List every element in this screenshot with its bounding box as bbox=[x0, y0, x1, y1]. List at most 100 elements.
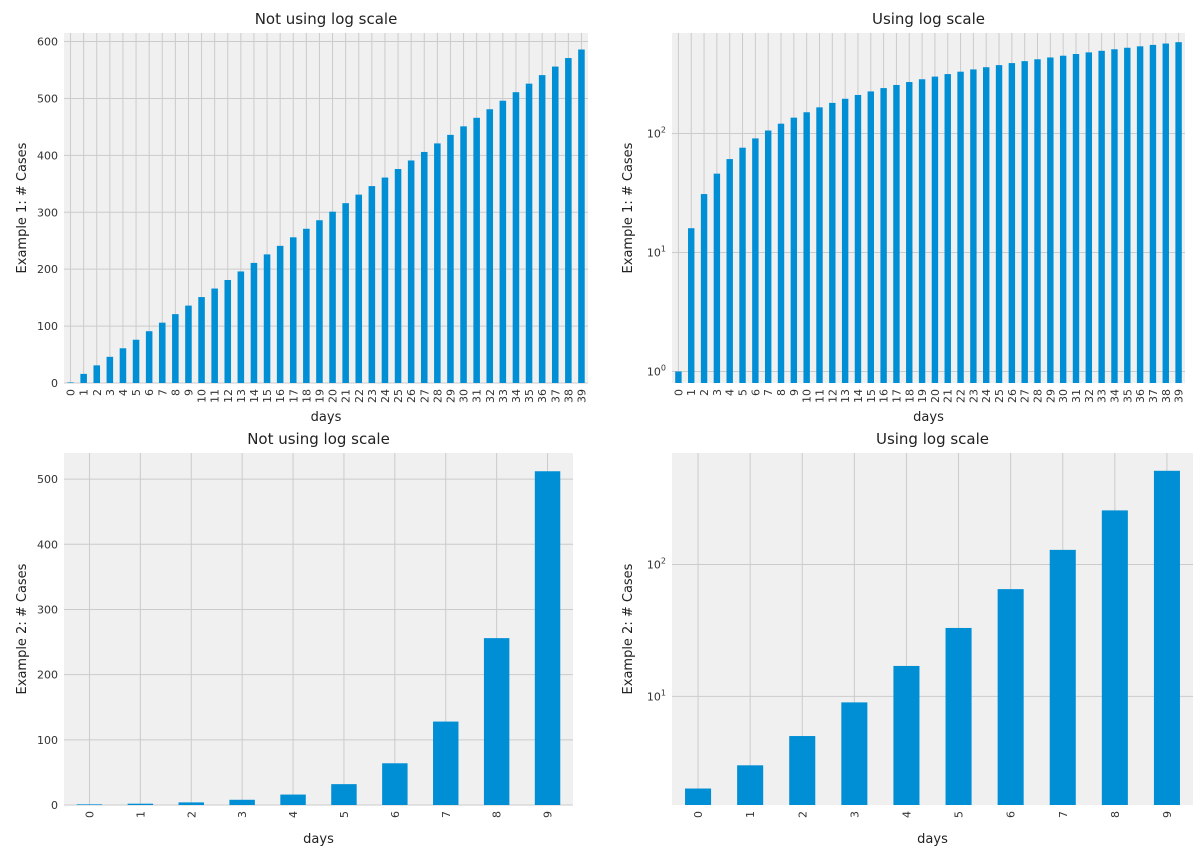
x-tick-label: 22 bbox=[955, 389, 968, 403]
x-tick-label: 5 bbox=[953, 811, 966, 818]
y-tick-exponent: 0 bbox=[661, 363, 666, 372]
x-tick-label: 7 bbox=[156, 389, 169, 396]
bar-9 bbox=[185, 305, 192, 383]
y-tick-label: 200 bbox=[37, 263, 58, 276]
x-tick-label: 6 bbox=[143, 389, 156, 396]
bar-13 bbox=[841, 98, 849, 384]
bar-7 bbox=[158, 322, 166, 383]
bar-35 bbox=[1124, 47, 1131, 383]
x-tick-label: 36 bbox=[536, 389, 549, 403]
x-tick-label: 39 bbox=[1173, 389, 1186, 403]
x-tick-label: 3 bbox=[848, 811, 861, 818]
bar-10 bbox=[198, 297, 205, 383]
bar-32 bbox=[1085, 52, 1093, 383]
x-tick-label: 10 bbox=[801, 389, 814, 403]
y-tick-label: 100 bbox=[647, 363, 666, 378]
bar-17 bbox=[289, 237, 297, 383]
bar-37 bbox=[1149, 44, 1157, 383]
x-tick-label: 15 bbox=[865, 389, 878, 403]
x-tick-label: 1 bbox=[134, 811, 147, 818]
x-tick-label: 4 bbox=[900, 811, 913, 818]
x-tick-label: 34 bbox=[1108, 389, 1121, 403]
x-tick-label: 13 bbox=[235, 389, 248, 403]
x-tick-label: 27 bbox=[418, 389, 431, 403]
x-tick-label: 8 bbox=[169, 389, 182, 396]
bar-19 bbox=[316, 220, 323, 383]
x-tick-label: 36 bbox=[1134, 389, 1147, 403]
bar-29 bbox=[447, 134, 454, 383]
y-axis-label: Example 2: # Cases bbox=[621, 563, 636, 694]
x-axis-label: days bbox=[913, 410, 944, 425]
x-tick-label: 0 bbox=[65, 389, 78, 396]
x-tick-label: 27 bbox=[1019, 389, 1032, 403]
bar-36 bbox=[1136, 46, 1144, 383]
x-tick-label: 2 bbox=[91, 389, 104, 396]
x-tick-label: 20 bbox=[929, 389, 942, 403]
bar-39 bbox=[578, 49, 585, 384]
bar-17 bbox=[893, 84, 900, 383]
x-tick-label: 29 bbox=[444, 389, 457, 403]
bar-2 bbox=[93, 365, 101, 383]
x-tick-label: 31 bbox=[1070, 389, 1083, 403]
bar-7 bbox=[433, 721, 459, 805]
bar-3 bbox=[841, 702, 868, 805]
bar-34 bbox=[512, 92, 520, 384]
x-tick-label: 12 bbox=[222, 389, 235, 403]
bar-9 bbox=[534, 471, 561, 805]
x-tick-label: 24 bbox=[379, 389, 392, 403]
bar-35 bbox=[525, 83, 533, 384]
x-tick-label: 4 bbox=[724, 389, 737, 396]
x-tick-label: 3 bbox=[711, 389, 724, 396]
x-tick-label: 10 bbox=[196, 389, 209, 403]
bar-25 bbox=[995, 65, 1003, 384]
bar-11 bbox=[816, 107, 823, 383]
x-tick-label: 30 bbox=[458, 389, 471, 403]
x-tick-label: 19 bbox=[313, 389, 326, 403]
bar-14 bbox=[854, 94, 862, 383]
x-tick-label: 26 bbox=[1006, 389, 1019, 403]
bar-3 bbox=[713, 173, 721, 383]
bar-28 bbox=[1034, 59, 1041, 384]
x-tick-label: 24 bbox=[980, 389, 993, 403]
x-tick-label: 17 bbox=[287, 389, 300, 403]
bar-16 bbox=[880, 88, 887, 383]
bar-1 bbox=[127, 803, 154, 805]
bar-0 bbox=[675, 371, 682, 383]
x-tick-label: 5 bbox=[737, 389, 750, 396]
y-tick-base: 10 bbox=[647, 365, 661, 378]
x-tick-label: 12 bbox=[826, 389, 839, 403]
x-tick-label: 18 bbox=[903, 389, 916, 403]
x-tick-label: 3 bbox=[104, 389, 117, 396]
y-tick-label: 100 bbox=[37, 320, 58, 333]
bar-16 bbox=[276, 245, 284, 383]
bar-38 bbox=[1162, 43, 1169, 384]
bar-0 bbox=[685, 788, 712, 805]
bar-26 bbox=[407, 160, 415, 383]
x-tick-label: 8 bbox=[775, 389, 788, 396]
bar-30 bbox=[460, 126, 467, 383]
bar-36 bbox=[538, 75, 546, 383]
x-tick-label: 6 bbox=[749, 389, 762, 396]
y-tick-label: 100 bbox=[37, 734, 58, 747]
bar-4 bbox=[893, 665, 920, 805]
bar-21 bbox=[342, 203, 349, 383]
bar-30 bbox=[1059, 55, 1067, 384]
bar-31 bbox=[1072, 54, 1080, 384]
x-tick-label: 7 bbox=[762, 389, 775, 396]
bar-22 bbox=[355, 194, 363, 383]
bar-14 bbox=[250, 262, 258, 383]
bar-38 bbox=[565, 58, 572, 383]
x-tick-label: 7 bbox=[440, 811, 453, 818]
x-tick-label: 20 bbox=[327, 389, 340, 403]
x-tick-label: 22 bbox=[353, 389, 366, 403]
x-tick-label: 29 bbox=[1044, 389, 1057, 403]
x-axis-label: days bbox=[303, 832, 334, 847]
x-tick-label: 37 bbox=[1147, 389, 1160, 403]
bar-4 bbox=[119, 348, 127, 383]
x-tick-label: 2 bbox=[698, 389, 711, 396]
x-tick-label: 32 bbox=[1083, 389, 1096, 403]
x-tick-label: 2 bbox=[185, 811, 198, 818]
x-tick-label: 9 bbox=[182, 389, 195, 396]
bar-5 bbox=[945, 627, 972, 805]
